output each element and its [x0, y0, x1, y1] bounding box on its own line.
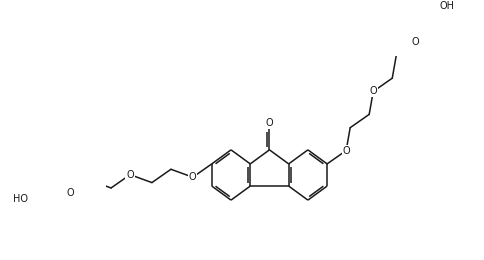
Text: O: O — [189, 172, 197, 182]
Text: O: O — [369, 87, 377, 96]
Text: O: O — [411, 37, 419, 47]
Text: HO: HO — [13, 194, 28, 204]
Text: O: O — [126, 170, 134, 180]
Text: O: O — [66, 188, 74, 198]
Text: OH: OH — [439, 1, 454, 11]
Text: O: O — [265, 118, 273, 128]
Text: O: O — [342, 146, 350, 155]
